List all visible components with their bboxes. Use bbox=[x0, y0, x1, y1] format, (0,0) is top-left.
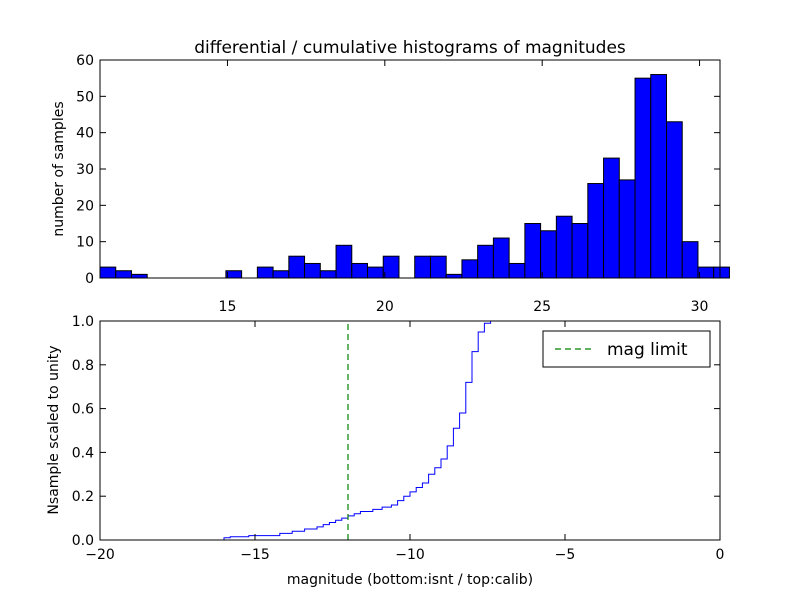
histogram-bar bbox=[697, 266, 715, 279]
bottom-y-tick-label: 0.2 bbox=[72, 489, 94, 505]
top-y-tick-label: 50 bbox=[76, 89, 94, 105]
legend-mag-limit-label: mag limit bbox=[607, 340, 688, 360]
bottom-cumulative-plot: 15 20 25 30 −20 −15 −10 −5 0 0.0 0.2 0.4 0.6 0.8 1.0… bbox=[46, 60, 724, 588]
histogram-bar bbox=[115, 270, 132, 279]
histogram-bar bbox=[256, 266, 274, 279]
top-bars-group bbox=[99, 74, 730, 279]
histogram-bar bbox=[130, 273, 148, 279]
bottom-y-axis-label: Nsample scaled to unity bbox=[46, 345, 62, 514]
histogram-bar bbox=[461, 259, 479, 279]
histogram-bar bbox=[555, 215, 573, 279]
top-histogram-plot: 0 10 20 30 40 50 60 number of samples bbox=[51, 53, 730, 287]
histogram-bar bbox=[524, 223, 542, 279]
top-x-tick-label: 20 bbox=[376, 299, 394, 315]
bottom-y-tick-label: 1.0 bbox=[72, 314, 94, 330]
histogram-bar bbox=[681, 241, 699, 279]
histogram-bar bbox=[272, 270, 290, 279]
histogram-bar bbox=[540, 230, 557, 279]
bottom-y-tick-label: 0.0 bbox=[72, 533, 94, 549]
top-x-tick-label: 15 bbox=[219, 299, 237, 315]
bottom-x-ticks: −20 −15 −10 −5 0 bbox=[85, 321, 724, 563]
histogram-bar bbox=[603, 157, 620, 279]
top-y-tick-label: 30 bbox=[76, 162, 94, 178]
top-y-axis-label: number of samples bbox=[51, 101, 67, 236]
bottom-y-tick-label: 0.4 bbox=[72, 445, 94, 461]
histogram-bar bbox=[304, 262, 321, 279]
histogram-bar bbox=[477, 244, 494, 279]
top-x-tick-label: 25 bbox=[533, 299, 551, 315]
histogram-bar bbox=[445, 273, 463, 279]
top-y-tick-label: 0 bbox=[85, 271, 94, 287]
bottom-x-tick-label: −15 bbox=[240, 547, 270, 563]
cumulative-step-line bbox=[100, 320, 720, 541]
bottom-y-tick-label: 0.6 bbox=[72, 402, 94, 418]
histogram-bar bbox=[382, 255, 400, 279]
bottom-x-tick-label: 0 bbox=[716, 547, 725, 563]
bottom-y-ticks: 0.0 0.2 0.4 0.6 0.8 1.0 bbox=[72, 314, 720, 549]
histogram-bar bbox=[713, 266, 730, 279]
histogram-bar bbox=[99, 266, 117, 279]
legend: mag limit bbox=[542, 330, 711, 368]
histogram-bar bbox=[351, 262, 369, 279]
histogram-bar bbox=[335, 244, 353, 279]
bottom-y-tick-label: 0.8 bbox=[72, 358, 94, 374]
histogram-bar bbox=[587, 183, 605, 279]
bottom-x-tick-label: −5 bbox=[555, 547, 576, 563]
top-y-tick-label: 60 bbox=[76, 53, 94, 69]
histogram-bar bbox=[414, 255, 431, 279]
top-x-ticks: 15 20 25 30 bbox=[219, 60, 709, 315]
histogram-bar bbox=[288, 255, 306, 279]
top-y-tick-label: 10 bbox=[76, 235, 94, 251]
histogram-bar bbox=[665, 121, 683, 279]
top-x-tick-label: 30 bbox=[691, 299, 709, 315]
histogram-bar bbox=[634, 77, 652, 279]
histogram-bar bbox=[429, 255, 447, 279]
histogram-bar bbox=[508, 262, 526, 279]
top-y-tick-label: 20 bbox=[76, 198, 94, 214]
histogram-bar bbox=[492, 237, 510, 279]
chart-title: differential / cumulative histograms of … bbox=[194, 38, 626, 58]
histogram-bar bbox=[618, 179, 636, 279]
bottom-x-tick-label: −10 bbox=[395, 547, 425, 563]
top-y-tick-label: 40 bbox=[76, 126, 94, 142]
top-y-ticks: 0 10 20 30 40 50 60 bbox=[76, 53, 720, 287]
histogram-bar bbox=[650, 74, 667, 279]
bottom-x-axis-label: magnitude (bottom:isnt / top:calib) bbox=[287, 572, 533, 588]
bottom-x-tick-label: −20 bbox=[85, 547, 115, 563]
histogram-bar bbox=[571, 223, 589, 279]
histogram-bar bbox=[225, 270, 243, 279]
histogram-bar bbox=[319, 270, 337, 279]
histogram-bar bbox=[367, 266, 384, 279]
